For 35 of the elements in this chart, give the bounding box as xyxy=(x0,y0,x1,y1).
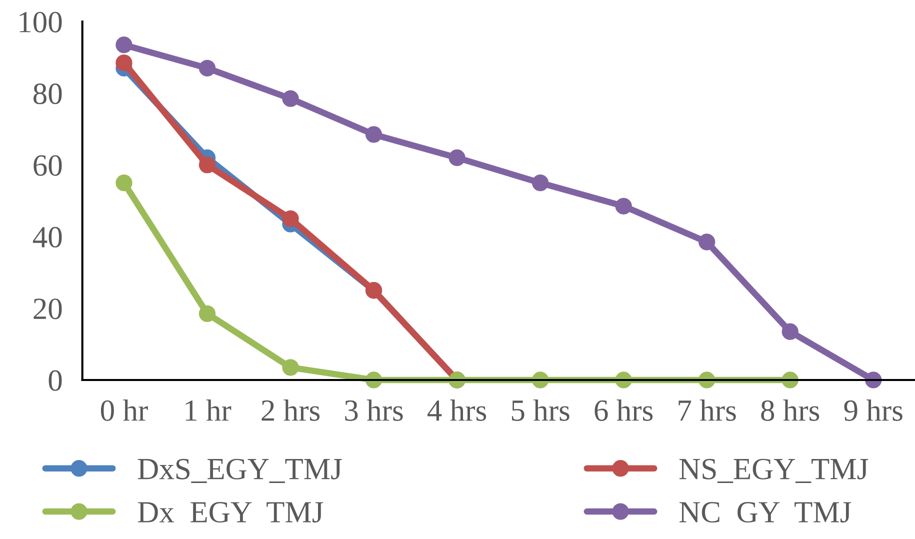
y-tick-label: 60 xyxy=(34,155,62,176)
y-tick-label: 0 xyxy=(48,370,62,391)
point xyxy=(198,305,216,322)
legend-label: NS_EGY_TMJ xyxy=(679,458,868,484)
legend-label: NC GY TMJ xyxy=(679,502,852,523)
legend-label: Dx EGY TMJ xyxy=(138,502,324,523)
point xyxy=(198,60,216,76)
x-tick-label: 4 hrs xyxy=(428,399,486,421)
y-tick-label: 40 xyxy=(32,226,62,248)
x-tick-label: 6 hrs xyxy=(594,399,653,421)
x-tick-label: 8 hrs xyxy=(761,399,820,421)
y-tick-label: 80 xyxy=(34,84,62,104)
x-tick-label: 0 hr xyxy=(100,399,148,421)
x-tick-label: 7 hrs xyxy=(678,399,736,421)
x-tick-label: 3 hrs xyxy=(345,399,403,421)
point xyxy=(116,36,132,54)
y-tick-label: 20 xyxy=(34,298,62,320)
point xyxy=(698,234,716,250)
point xyxy=(116,174,132,192)
point xyxy=(615,198,632,214)
point xyxy=(282,90,299,107)
point xyxy=(365,126,382,143)
legend-label: DxS_EGY_TMJ xyxy=(138,458,342,484)
point xyxy=(532,174,549,192)
x-tick-label: 9 hrs xyxy=(844,399,902,421)
point xyxy=(782,323,798,340)
point xyxy=(282,210,299,228)
point xyxy=(282,359,299,376)
point xyxy=(116,54,132,72)
x-tick-label: 5 hrs xyxy=(512,399,570,421)
x-tick-label: 1 hr xyxy=(186,399,232,421)
x-tick-label: 2 hrs xyxy=(262,399,320,421)
y-tick-label: 100 xyxy=(20,12,62,32)
point xyxy=(448,149,466,166)
point xyxy=(198,156,216,174)
